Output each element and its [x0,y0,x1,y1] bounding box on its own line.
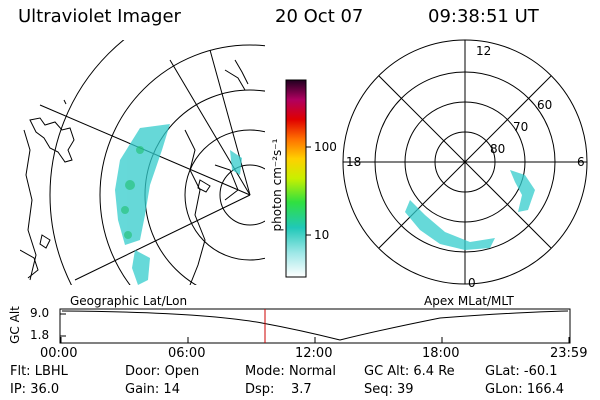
time-label: 09:38:51 UT [428,6,539,27]
status-flt: Flt: LBHL [10,364,68,379]
timeline-ylabel: GC Alt [7,306,22,344]
status-ip: IP: 36.0 [10,382,60,397]
colorbar-tick-10: 10 [314,228,330,242]
polar-map [342,39,588,285]
colorbar-tick-100: 100 [314,140,337,154]
timeline-ytick-high: 9.0 [30,306,50,320]
left-panel-caption: Geographic Lat/Lon [70,294,188,308]
mlt-label-12: 12 [476,44,492,58]
lat-label-60: 60 [537,98,553,112]
geographic-map [20,40,265,285]
aurora-geographic [115,124,242,285]
status-gain: Gain: 14 [125,382,180,397]
timeline-xtick-2359: 23:59 [550,346,588,361]
status-dsp: Dsp: 3.7 [245,382,312,397]
timeline-xtick-0000: 00:00 [40,346,78,361]
timeline-xtick-1200: 12:00 [295,346,333,361]
status-mode: Mode: Normal [245,364,336,379]
status-glon: GLon: 166.4 [485,382,565,397]
altitude-curve [61,310,569,341]
colorbar [285,79,307,278]
timeline-xtick-1800: 18:00 [422,346,460,361]
colorbar-unit-label: photon cm⁻²s⁻¹ [270,138,284,232]
status-glat: GLat: -60.1 [485,364,558,379]
status-gc-alt: GC Alt: 6.4 Re [364,364,455,379]
timeline-xtick-0600: 06:00 [168,346,206,361]
date-label: 20 Oct 07 [275,6,364,27]
lat-label-80: 80 [490,142,506,156]
aurora-polar [405,170,535,250]
lat-label-70: 70 [513,120,529,134]
right-panel-caption: Apex MLat/MLT [424,294,514,308]
instrument-title: Ultraviolet Imager [18,6,181,27]
mlt-label-6: 6 [577,155,585,169]
status-door: Door: Open [125,364,200,379]
timeline-ytick-low: 1.8 [30,328,50,342]
mlt-label-18: 18 [346,155,362,169]
mlt-label-0: 0 [468,276,476,290]
status-seq: Seq: 39 [364,382,414,397]
